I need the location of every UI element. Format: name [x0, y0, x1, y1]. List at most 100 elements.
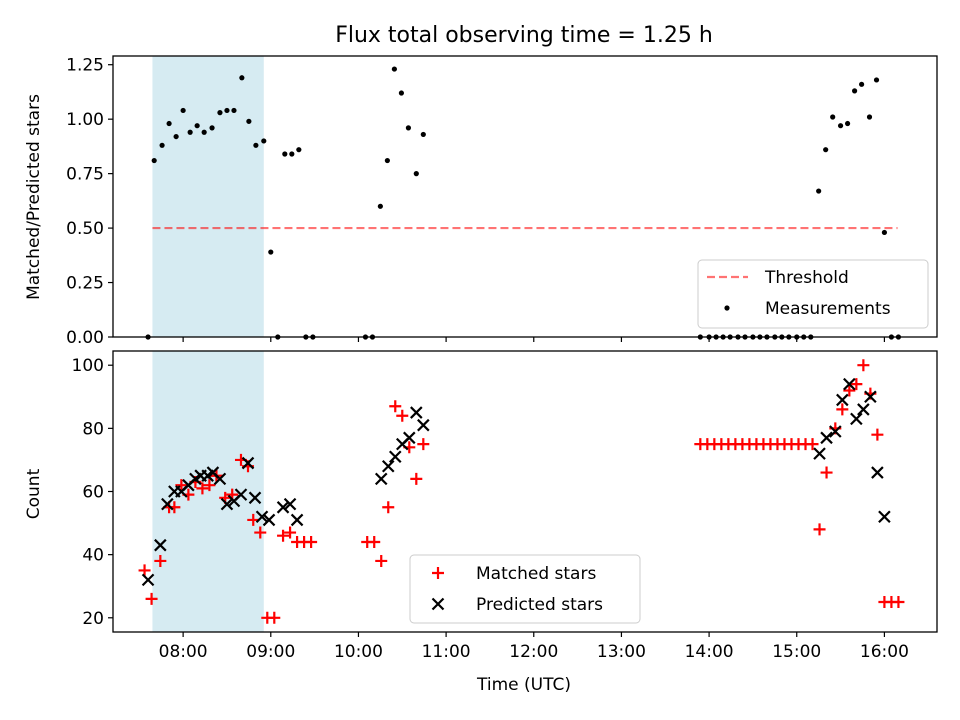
- bottom-series-0-point: [305, 536, 318, 549]
- top-y-tick-label: 0.50: [66, 219, 104, 239]
- bottom-series-1-point: [141, 573, 155, 587]
- bottom-x-tick-label: 12:00: [509, 642, 558, 662]
- bottom-series-0-point: [154, 554, 167, 567]
- bottom-series-0-point: [382, 501, 395, 514]
- top-series-0-point: [224, 107, 230, 114]
- bottom-series-0-point: [389, 400, 402, 413]
- top-series-0-point: [844, 120, 851, 127]
- top-series-0-point: [187, 129, 193, 135]
- bottom-series-0-point: [277, 529, 290, 542]
- bottom-series-0-point: [268, 611, 281, 624]
- bottom-series-1-point: [403, 431, 416, 445]
- bottom-series-0-point: [284, 526, 297, 539]
- bottom-x-tick-label: 16:00: [860, 642, 909, 662]
- top-series-0-point: [239, 75, 245, 81]
- bottom-series-0-point: [820, 466, 833, 479]
- top-series-0-point: [194, 123, 200, 129]
- bottom-series-0-point: [410, 472, 423, 485]
- bottom-series-1-point: [813, 447, 826, 460]
- bottom-series-1-point: [417, 418, 430, 432]
- bottom-series-0-point: [247, 513, 260, 526]
- top-series-0-point: [166, 120, 172, 127]
- bottom-series-1-point: [843, 377, 856, 391]
- bottom-series-0-point: [396, 409, 409, 422]
- top-series-0-point: [231, 107, 237, 114]
- bottom-series-1-point: [262, 513, 276, 527]
- top-series-0-point: [159, 142, 165, 148]
- top-series-0-point: [405, 125, 412, 131]
- top-series-0-point: [384, 157, 390, 164]
- bottom-series-0-point: [145, 592, 158, 605]
- bottom-series-1-point: [154, 538, 167, 552]
- bottom-series-1-point: [410, 406, 423, 419]
- top-series-0-point: [391, 66, 397, 72]
- top-y-axis-label: Matched/Predicted stars: [24, 94, 44, 300]
- bottom-x-tick-label: 11:00: [422, 642, 471, 662]
- bottom-series-1-point: [220, 497, 234, 511]
- bottom-x-tick-label: 13:00: [597, 642, 646, 662]
- legend-predicted-swatch: [431, 597, 445, 611]
- bottom-y-axis-label: Count: [24, 468, 44, 519]
- top-series-0-point: [151, 157, 157, 164]
- bottom-y-tick-label: 40: [82, 546, 104, 566]
- top-series-0-point: [253, 142, 259, 148]
- top-y-tick-label: 1.25: [66, 56, 104, 76]
- bottom-series-0-point: [138, 564, 151, 577]
- top-series-0-point: [261, 138, 267, 144]
- bottom-series-1-point: [857, 403, 870, 416]
- top-y-tick-label: 0.00: [66, 328, 104, 348]
- bottom-series-1-point: [388, 450, 402, 464]
- bottom-x-tick-label: 08:00: [159, 642, 208, 662]
- bottom-series-0-point: [254, 526, 267, 539]
- x-axis-label: Time (UTC): [476, 675, 571, 695]
- bottom-series-0-point: [843, 384, 856, 397]
- bottom-x-tick-label: 14:00: [685, 642, 734, 662]
- top-series-0-point: [246, 118, 252, 124]
- legend-measurements-label: Measurements: [765, 299, 891, 319]
- bottom-series-0-point: [850, 378, 863, 391]
- legend-threshold-label: Threshold: [764, 268, 849, 288]
- bottom-y-tick-label: 100: [72, 356, 104, 376]
- legend-predicted-label: Predicted stars: [476, 595, 603, 615]
- bottom-series-1-point: [871, 466, 884, 479]
- bottom-series-1-point: [248, 491, 262, 505]
- bottom-series-0-point: [368, 536, 381, 549]
- bottom-x-tick-label: 15:00: [772, 642, 821, 662]
- top-series-0-point: [201, 129, 207, 135]
- top-series-0-point: [268, 249, 274, 255]
- bottom-series-0-point: [871, 428, 884, 441]
- bottom-series-0-point: [417, 438, 430, 451]
- bottom-series-1-point: [241, 456, 255, 470]
- top-y-tick-label: 0.75: [66, 165, 104, 185]
- top-y-tick-label: 0.25: [66, 274, 104, 294]
- bottom-legend-box: [409, 554, 641, 624]
- bottom-x-tick-label: 10:00: [334, 642, 383, 662]
- bottom-y-tick-label: 80: [82, 419, 104, 439]
- top-panel: 0.00 0.25 0.50 0.75 1.00 1.25 Threshold Measure…: [66, 55, 938, 348]
- chart-title: Flux total observing time = 1.25 h: [335, 23, 713, 48]
- bottom-series-1-point: [850, 412, 863, 426]
- legend-matched-swatch: [432, 567, 444, 579]
- bottom-series-0-point: [806, 438, 819, 451]
- bottom-series-1-point: [829, 425, 842, 438]
- top-series-0-point: [823, 147, 829, 153]
- bottom-series-0-point: [175, 479, 188, 492]
- top-series-0-point: [173, 133, 179, 140]
- top-y-tick-label: 1.00: [66, 110, 104, 130]
- top-series-0-point: [852, 88, 858, 94]
- bottom-x-tick-label: 09:00: [246, 642, 295, 662]
- top-series-0-point: [209, 125, 215, 131]
- bottom-series-1-point: [213, 472, 227, 486]
- bottom-series-1-point: [836, 393, 849, 407]
- bottom-series-0-point: [857, 359, 870, 372]
- top-series-0-point: [377, 203, 383, 209]
- bottom-series-0-point: [892, 596, 905, 609]
- top-series-0-point: [873, 77, 880, 83]
- bottom-series-0-point: [203, 479, 216, 492]
- bottom-series-1-point: [161, 497, 174, 511]
- bottom-series-1-point: [878, 510, 891, 524]
- bottom-series-1-point: [374, 472, 388, 486]
- bottom-series-0-point: [836, 403, 849, 416]
- top-series-0-point: [398, 90, 404, 96]
